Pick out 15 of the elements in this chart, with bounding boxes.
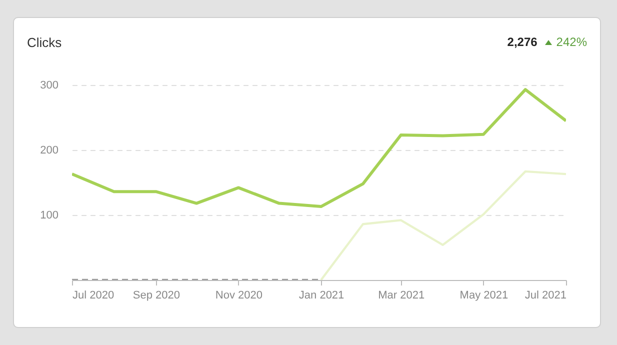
x-tick-label: Jul 2021 bbox=[524, 290, 566, 302]
line-series bbox=[320, 170, 566, 280]
x-tick-label: Nov 2020 bbox=[215, 290, 263, 302]
x-tick-label: Sep 2020 bbox=[132, 290, 180, 302]
text: 242% bbox=[556, 35, 587, 49]
text: 2,276 bbox=[507, 35, 538, 49]
y-tick-label: 300 bbox=[40, 80, 58, 92]
x-tick-label: Jan 2021 bbox=[298, 290, 344, 302]
x-tick-label: Jul 2020 bbox=[72, 290, 114, 302]
y-tick-label: 100 bbox=[40, 210, 58, 222]
y-tick-label: 200 bbox=[40, 144, 58, 156]
chart-title: Clicks bbox=[27, 35, 62, 50]
x-tick-label: May 2021 bbox=[460, 290, 508, 302]
line-series bbox=[72, 88, 566, 208]
x-tick-label: Mar 2021 bbox=[378, 290, 425, 302]
